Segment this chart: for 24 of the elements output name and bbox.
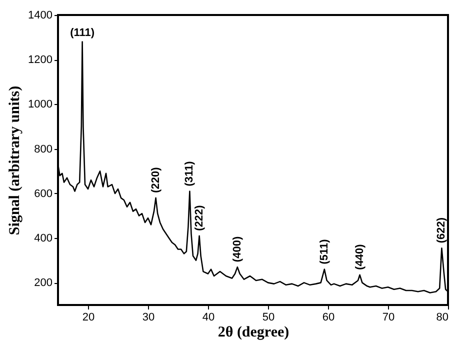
y-tick-label: 1400 xyxy=(28,10,52,22)
y-tick-label: 200 xyxy=(34,277,52,290)
x-tick-label: 80 xyxy=(436,312,448,324)
annotation: (222) xyxy=(193,204,206,231)
y-axis-title: Signal (arbitrary units) xyxy=(7,86,24,236)
x-tick-label: 40 xyxy=(202,312,215,324)
y-tick-label: 1200 xyxy=(28,54,52,66)
y-tick-label: 1000 xyxy=(28,98,52,111)
x-tick-label: 50 xyxy=(262,312,275,324)
x-axis-title: 2θ (degree) xyxy=(218,324,290,340)
annotation: (440) xyxy=(354,244,366,270)
x-tick-label: 60 xyxy=(322,312,335,324)
annotation: (311) xyxy=(184,160,196,186)
annotation: (622) xyxy=(436,217,448,244)
y-tick-label: 400 xyxy=(34,232,52,245)
annotation: (511) xyxy=(318,238,330,264)
annotation: (400) xyxy=(231,236,244,262)
y-tick-label: 600 xyxy=(34,188,52,200)
x-tick-label: 70 xyxy=(382,312,395,324)
x-tick-label: 20 xyxy=(82,312,95,324)
annotation: (111) xyxy=(70,26,95,39)
y-tick-label: 800 xyxy=(34,143,52,156)
annotation: (220) xyxy=(150,166,162,193)
x-tick-label: 30 xyxy=(142,312,155,324)
